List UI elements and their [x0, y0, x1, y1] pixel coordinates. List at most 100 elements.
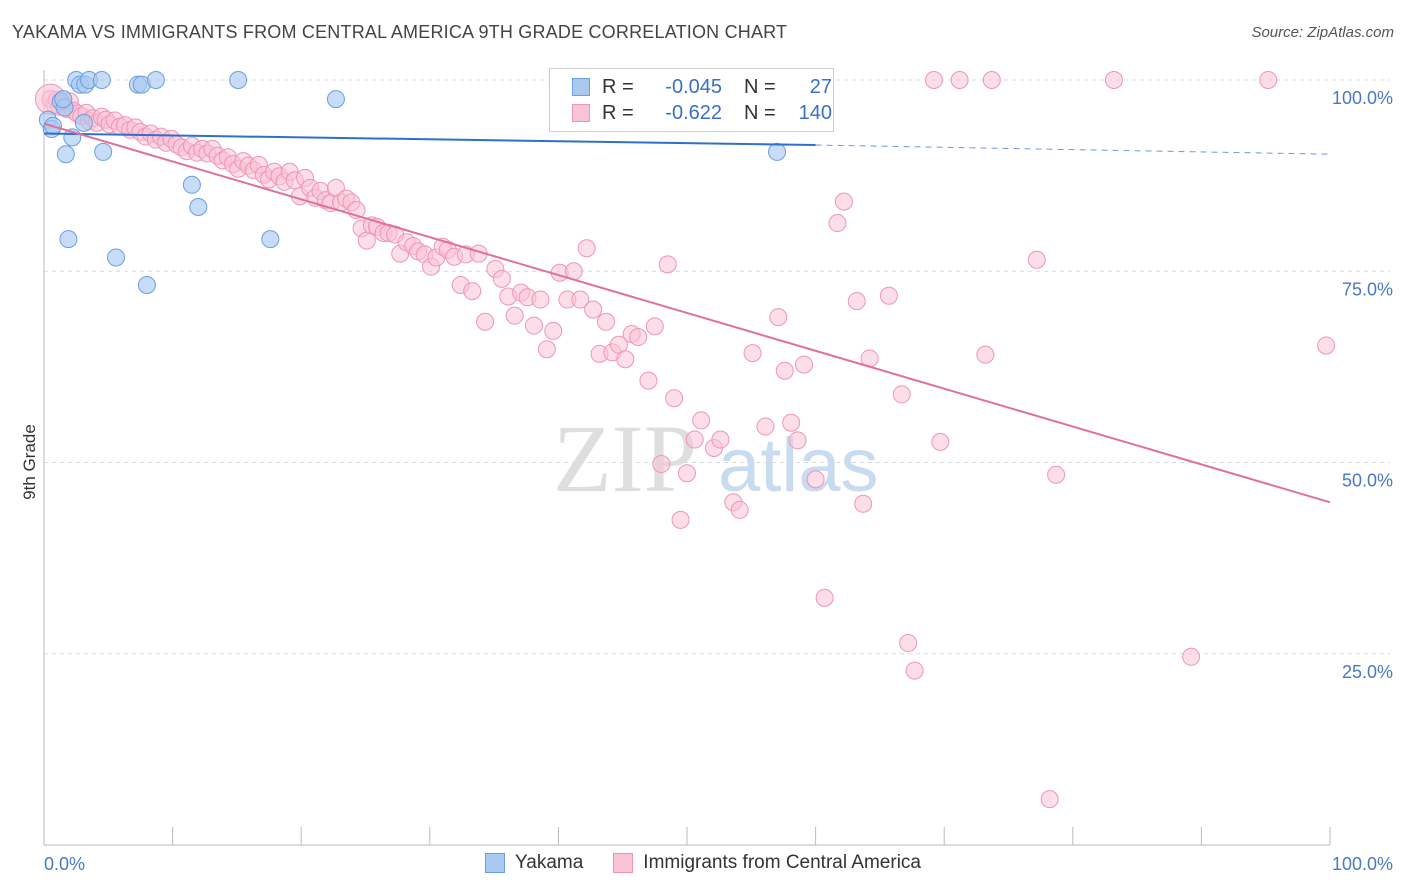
- data-point-immigrants: [815, 588, 834, 607]
- legend-swatch-pink: [572, 104, 590, 122]
- data-point-immigrants: [730, 500, 749, 519]
- data-point-immigrants: [782, 413, 801, 432]
- data-point-immigrants: [658, 255, 677, 274]
- data-point-immigrants: [879, 286, 898, 305]
- y-tick-label: 75.0%: [1342, 279, 1393, 299]
- legend-item-yakama: Yakama: [485, 852, 583, 874]
- data-point-immigrants: [577, 239, 596, 258]
- data-point-yakama: [229, 71, 248, 89]
- legend-r-label: R =: [602, 75, 634, 98]
- data-point-yakama: [94, 142, 113, 161]
- x-tick-label: 0.0%: [44, 854, 85, 874]
- data-point-immigrants: [639, 371, 658, 390]
- data-point-immigrants: [950, 71, 969, 89]
- data-point-yakama: [326, 90, 345, 109]
- data-point-immigrants: [652, 455, 671, 474]
- series-yakama: [38, 71, 787, 295]
- y-axis-label: 9th Grade: [20, 424, 39, 500]
- legend-label-yakama: Yakama: [515, 852, 584, 873]
- legend-n-label: N =: [744, 101, 776, 124]
- grid-lines: [44, 79, 1390, 655]
- legend-r-value: -0.622: [665, 101, 722, 124]
- trend-line-yakama-extension: [815, 144, 1331, 155]
- data-point-immigrants: [584, 300, 603, 319]
- legend-swatch-blue: [572, 78, 590, 96]
- data-point-yakama: [56, 145, 75, 164]
- data-point-immigrants: [1047, 465, 1066, 484]
- data-point-yakama: [182, 175, 201, 194]
- source-label: Source: ZipAtlas.com: [1251, 24, 1394, 41]
- data-point-immigrants: [743, 344, 762, 363]
- data-point-immigrants: [1182, 647, 1201, 666]
- tick-labels: 25.0% 50.0% 75.0% 100.0% 0.0% 100.0%: [44, 88, 1393, 874]
- legend-label-immigrants: Immigrants from Central America: [643, 852, 921, 873]
- trend-line-immigrants: [43, 122, 1331, 504]
- data-point-immigrants: [982, 71, 1001, 89]
- data-point-immigrants: [544, 321, 563, 340]
- watermark-zip: ZIP: [553, 405, 697, 512]
- data-point-yakama: [146, 71, 165, 89]
- data-point-immigrants: [537, 340, 556, 359]
- legend-row-yakama: R = -0.045 N = 27: [572, 75, 832, 99]
- data-point-immigrants: [645, 317, 664, 336]
- data-point-immigrants: [834, 192, 853, 211]
- data-point-immigrants: [685, 430, 704, 449]
- y-tick-label: 50.0%: [1342, 471, 1393, 491]
- data-point-immigrants: [505, 306, 524, 325]
- legend-n-value: 27: [809, 75, 832, 98]
- series-legend: Yakama Immigrants from Central America: [0, 852, 1406, 874]
- data-point-immigrants: [1317, 336, 1336, 355]
- data-point-immigrants: [476, 312, 495, 331]
- data-point-immigrants: [828, 214, 847, 233]
- y-tick-label: 100.0%: [1332, 88, 1393, 108]
- legend-n-label: N =: [744, 75, 776, 98]
- stats-legend: R = -0.045 N = 27 R = -0.622 N = 140: [549, 68, 834, 132]
- data-point-yakama: [261, 230, 280, 249]
- data-point-immigrants: [629, 328, 648, 347]
- data-point-immigrants: [892, 385, 911, 404]
- legend-item-immigrants: Immigrants from Central America: [613, 852, 921, 874]
- data-point-immigrants: [806, 470, 825, 489]
- data-point-yakama: [54, 90, 73, 109]
- legend-row-immigrants: R = -0.622 N = 140: [572, 101, 832, 125]
- data-point-immigrants: [924, 71, 943, 89]
- axes: [43, 70, 1331, 846]
- data-point-immigrants: [531, 290, 550, 309]
- data-point-immigrants: [976, 345, 995, 364]
- data-point-immigrants: [463, 282, 482, 301]
- data-point-immigrants: [678, 464, 696, 483]
- legend-swatch-blue: [485, 853, 505, 873]
- data-point-yakama: [189, 197, 208, 216]
- data-point-immigrants: [788, 431, 807, 450]
- legend-r-value: -0.045: [665, 75, 722, 98]
- legend-n-value: 140: [798, 101, 832, 124]
- data-point-immigrants: [492, 269, 511, 288]
- data-point-immigrants: [711, 430, 730, 449]
- data-point-immigrants: [905, 661, 924, 680]
- data-point-immigrants: [775, 361, 794, 380]
- data-point-immigrants: [931, 432, 950, 451]
- data-point-immigrants: [671, 510, 690, 529]
- data-point-immigrants: [571, 290, 590, 309]
- data-point-immigrants: [665, 389, 684, 408]
- data-point-immigrants: [1040, 790, 1059, 809]
- data-point-yakama: [59, 230, 78, 249]
- data-point-immigrants: [596, 312, 615, 331]
- data-point-immigrants: [854, 494, 873, 513]
- data-point-yakama: [107, 248, 126, 267]
- trend-line-yakama: [43, 132, 816, 147]
- watermark: ZIP atlas: [553, 405, 879, 512]
- data-point-yakama: [92, 71, 111, 89]
- legend-swatch-pink: [613, 853, 634, 873]
- data-point-immigrants: [1104, 71, 1123, 89]
- trend-lines: [43, 122, 1331, 504]
- data-point-immigrants: [795, 355, 814, 374]
- data-point-immigrants: [756, 417, 775, 436]
- y-tick-label: 25.0%: [1342, 662, 1393, 682]
- data-point-yakama: [137, 276, 156, 295]
- data-point-yakama: [74, 113, 93, 132]
- data-point-immigrants: [616, 350, 635, 369]
- data-point-immigrants: [692, 411, 711, 430]
- data-point-immigrants: [1027, 250, 1046, 269]
